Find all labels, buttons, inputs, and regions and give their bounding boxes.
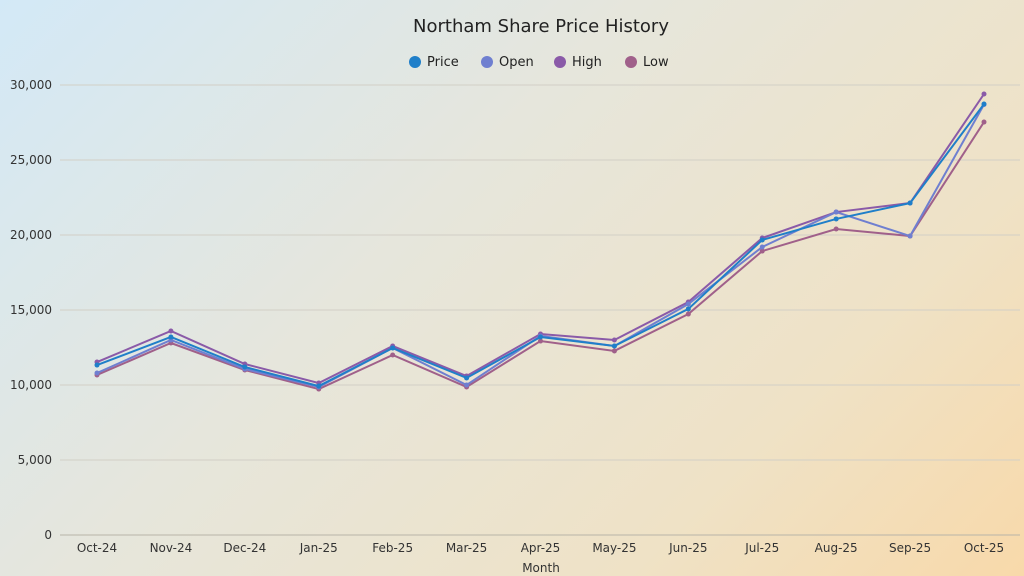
data-point-price (685, 306, 691, 312)
x-tick-label: Sep-25 (889, 541, 931, 555)
data-point-price (168, 334, 174, 340)
data-point-price (316, 383, 322, 389)
x-tick-label: Jan-25 (299, 541, 338, 555)
data-point-low (611, 348, 617, 354)
data-point-price (390, 345, 396, 351)
y-tick-label: 30,000 (10, 78, 52, 92)
data-point-open (833, 209, 839, 215)
data-point-low (833, 226, 839, 232)
x-tick-label: Mar-25 (446, 541, 487, 555)
x-tick-label: Feb-25 (372, 541, 413, 555)
legend-marker-high (554, 56, 566, 68)
y-tick-label: 15,000 (10, 303, 52, 317)
data-point-open (464, 382, 470, 388)
data-point-price (759, 237, 765, 243)
data-point-price (242, 364, 248, 370)
x-axis-label: Month (522, 561, 560, 575)
y-tick-label: 25,000 (10, 153, 52, 167)
data-point-price (833, 216, 839, 222)
legend-marker-price (409, 56, 421, 68)
x-tick-label: May-25 (592, 541, 636, 555)
series-lines (94, 91, 987, 392)
legend-label-price: Price (427, 55, 459, 70)
x-tick-label: Oct-25 (964, 541, 1004, 555)
series-line-open (96, 104, 985, 389)
legend: Price Open High Low (409, 55, 669, 70)
grid (60, 84, 1020, 536)
data-point-high (981, 91, 987, 97)
x-tick-label: Dec-24 (223, 541, 266, 555)
data-point-low (538, 338, 543, 344)
legend-label-low: Low (643, 55, 669, 70)
data-point-price (611, 343, 617, 349)
x-tick-label: Apr-25 (521, 541, 561, 555)
data-point-high (611, 337, 617, 343)
x-tick-label: Jul-25 (744, 541, 779, 555)
y-tick-label: 5,000 (18, 453, 52, 467)
x-axis: Oct-24 Nov-24 Dec-24 Jan-25 Feb-25 Mar-25 Apr-… (77, 541, 1004, 555)
y-tick-label: 0 (44, 528, 52, 542)
chart-title: Northam Share Price History (413, 16, 669, 37)
series-line-price (96, 103, 985, 388)
x-tick-label: Aug-25 (815, 541, 858, 555)
data-point-price (981, 101, 987, 107)
y-tick-label: 10,000 (10, 378, 52, 392)
legend-marker-open (481, 56, 493, 68)
data-point-price (94, 362, 100, 368)
data-point-price (907, 200, 913, 206)
data-point-high (168, 328, 174, 334)
data-point-open (907, 233, 913, 239)
legend-label-open: Open (499, 55, 534, 70)
y-tick-label: 20,000 (10, 228, 52, 242)
y-axis: 0 5,000 10,000 15,000 20,000 25,000 30,000 (10, 78, 52, 542)
data-point-low (685, 311, 691, 317)
data-point-price (464, 375, 470, 381)
legend-marker-low (625, 56, 637, 68)
data-point-low (759, 248, 765, 254)
data-point-low (390, 352, 396, 358)
x-tick-label: Oct-24 (77, 541, 117, 555)
data-point-low (981, 119, 987, 125)
data-point-price (538, 334, 543, 340)
data-point-open (759, 244, 765, 250)
legend-label-high: High (572, 55, 602, 70)
series-line-low (96, 121, 985, 391)
x-tick-label: Jun-25 (668, 541, 707, 555)
data-point-open (685, 301, 691, 307)
x-tick-label: Nov-24 (150, 541, 193, 555)
data-point-open (94, 370, 100, 376)
